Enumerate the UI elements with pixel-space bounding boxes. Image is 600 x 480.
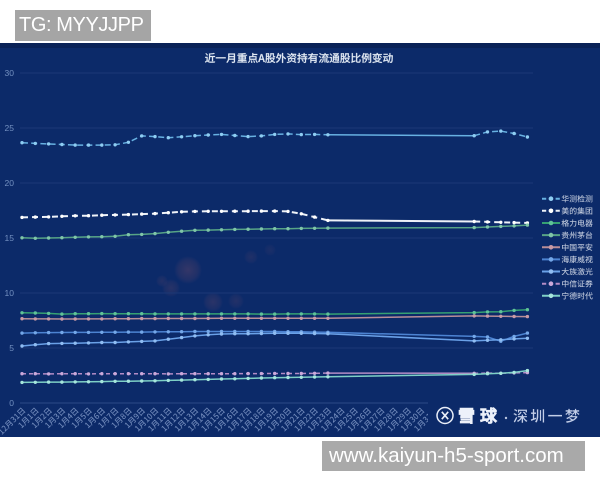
svg-text:15: 15	[5, 233, 15, 243]
svg-text:10: 10	[5, 288, 15, 298]
svg-text:25: 25	[5, 123, 15, 133]
svg-text:0: 0	[9, 398, 14, 408]
svg-text:30: 30	[5, 68, 15, 78]
svg-text:20: 20	[5, 178, 15, 188]
svg-text:5: 5	[9, 343, 14, 353]
